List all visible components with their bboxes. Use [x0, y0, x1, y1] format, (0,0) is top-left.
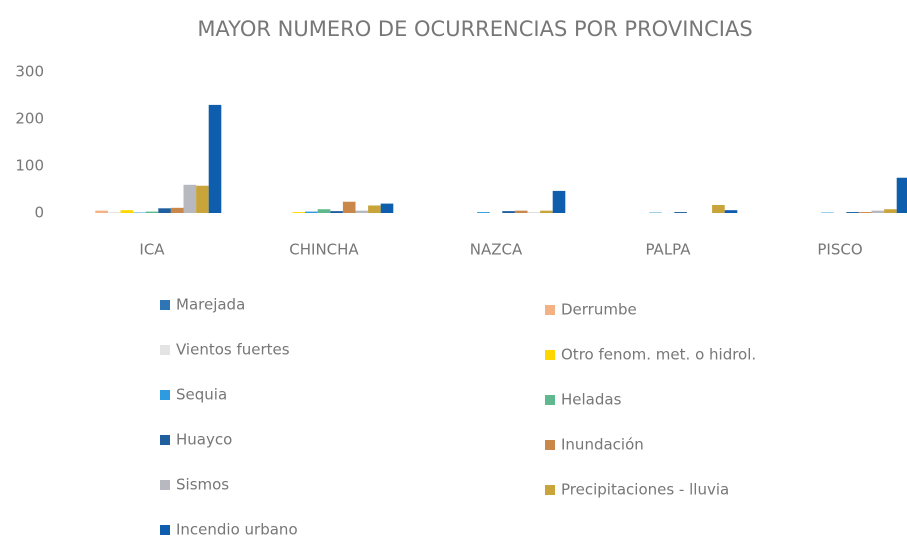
bar — [330, 211, 343, 213]
bar — [381, 204, 394, 213]
legend-swatch — [160, 345, 170, 355]
legend-label: Incendio urbano — [176, 521, 298, 539]
legend-swatch — [545, 395, 555, 405]
x-tick-label: NAZCA — [470, 241, 523, 259]
legend-swatch — [160, 435, 170, 445]
bar — [674, 212, 687, 213]
bar — [897, 178, 907, 213]
bar — [356, 211, 369, 213]
bar — [846, 212, 859, 213]
bar — [184, 185, 197, 213]
y-tick-label: 200 — [15, 110, 44, 128]
bar — [872, 211, 885, 213]
legend-label: Otro fenom. met. o hidrol. — [561, 346, 756, 364]
bar — [540, 211, 553, 213]
bar — [502, 211, 515, 213]
bar — [884, 209, 897, 213]
bar — [171, 208, 184, 213]
legend-swatch — [160, 525, 170, 535]
bar — [515, 211, 528, 213]
bar — [158, 208, 171, 213]
legend-swatch — [545, 440, 555, 450]
bar — [121, 210, 134, 213]
bar — [305, 212, 318, 213]
legend-label: Inundación — [561, 436, 644, 454]
bar — [343, 202, 356, 213]
y-tick-label: 0 — [34, 204, 44, 222]
bar — [293, 212, 306, 213]
legend-swatch — [160, 390, 170, 400]
bar — [477, 212, 490, 213]
y-tick-label: 300 — [15, 63, 44, 81]
bar — [146, 212, 159, 213]
bar — [553, 191, 566, 213]
y-tick-label: 100 — [15, 157, 44, 175]
legend-swatch — [545, 485, 555, 495]
bar — [196, 186, 209, 213]
legend-swatch — [545, 350, 555, 360]
bar — [712, 205, 725, 213]
x-tick-label: PALPA — [645, 241, 691, 259]
legend-label: Huayco — [176, 431, 232, 449]
legend-label: Derrumbe — [561, 301, 637, 319]
bar — [368, 205, 381, 213]
legend-label: Heladas — [561, 391, 622, 409]
bar — [859, 212, 872, 213]
bar — [318, 209, 331, 213]
bar — [725, 210, 738, 213]
bar — [108, 212, 121, 213]
legend-label: Marejada — [176, 296, 245, 314]
chart-title: MAYOR NUMERO DE OCURRENCIAS POR PROVINCI… — [197, 17, 752, 41]
legend-swatch — [160, 480, 170, 490]
bar — [95, 211, 108, 213]
x-tick-label: CHINCHA — [289, 241, 359, 259]
legend-label: Sequia — [176, 386, 227, 404]
legend-swatch — [545, 305, 555, 315]
legend-label: Precipitaciones - lluvia — [561, 481, 729, 499]
legend-label: Vientos fuertes — [176, 341, 290, 359]
legend-label: Sismos — [176, 476, 229, 494]
x-tick-label: ICA — [139, 241, 165, 259]
bar — [209, 105, 222, 213]
legend-swatch — [160, 300, 170, 310]
x-tick-label: PISCO — [817, 241, 862, 259]
